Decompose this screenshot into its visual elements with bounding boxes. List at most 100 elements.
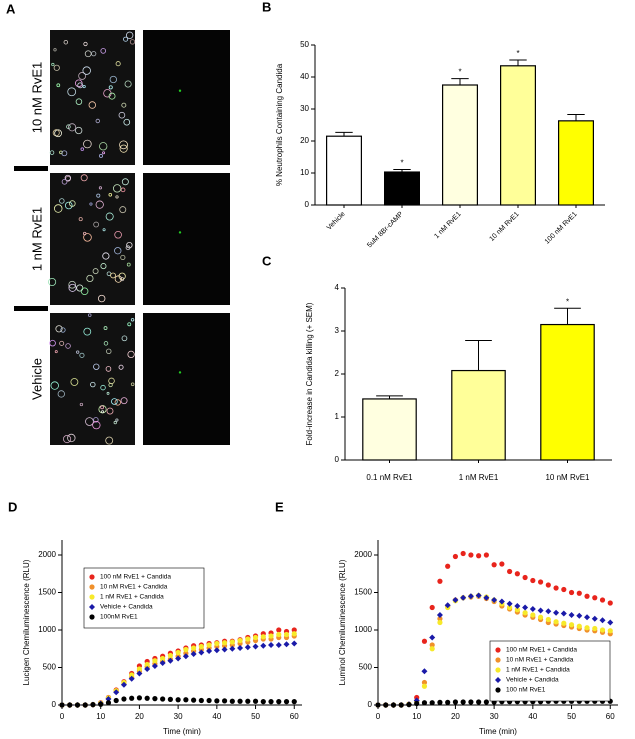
cell (108, 85, 113, 90)
point (383, 702, 389, 708)
cell (105, 366, 112, 372)
y-tick-label: 20 (300, 136, 309, 145)
y-axis-label: Lucigen Chemiluminescence (RLU) (22, 559, 31, 685)
cell (106, 348, 112, 355)
y-tick-label: 2 (335, 369, 340, 378)
y-tick-label: 500 (359, 663, 373, 672)
point (206, 642, 212, 648)
cell (83, 233, 92, 242)
cell (68, 283, 77, 292)
point (599, 597, 606, 603)
point (136, 695, 143, 701)
cell (79, 352, 85, 358)
cell (92, 421, 101, 430)
point (452, 597, 459, 603)
cell (67, 433, 76, 443)
point (90, 702, 96, 708)
bar (500, 65, 537, 206)
point (229, 639, 235, 645)
point (276, 627, 282, 633)
cell (130, 382, 135, 387)
point (237, 645, 244, 651)
point (113, 697, 119, 704)
cell (95, 200, 104, 209)
cell (79, 402, 84, 407)
point (167, 657, 174, 664)
significance: * (516, 49, 519, 58)
point (144, 666, 151, 672)
cell (114, 275, 123, 283)
point (560, 610, 567, 617)
point (82, 702, 88, 708)
cell (119, 206, 127, 214)
cell (92, 268, 99, 275)
bar (540, 323, 595, 461)
point (498, 598, 505, 605)
y-tick-label: 0 (368, 700, 373, 709)
point (129, 672, 135, 678)
point (198, 649, 205, 656)
point (182, 653, 189, 660)
x-tick-label: 0.1 nM RvE1 (366, 473, 413, 482)
point (167, 696, 173, 702)
y-tick-label: 0 (52, 700, 57, 709)
point (283, 631, 290, 638)
cell (67, 87, 77, 97)
cell (114, 230, 122, 239)
cell (78, 72, 87, 80)
point (245, 636, 251, 642)
point (468, 699, 474, 705)
point (291, 699, 297, 705)
point (460, 594, 467, 601)
point (128, 675, 135, 682)
micrograph-fluor (143, 173, 230, 305)
point (291, 627, 297, 633)
cell (75, 98, 83, 105)
point (445, 699, 451, 705)
cell (63, 40, 69, 45)
bar (557, 120, 594, 206)
cell (100, 405, 104, 410)
point (221, 640, 228, 646)
point (429, 646, 435, 652)
legend-marker (89, 574, 95, 580)
cell (64, 201, 73, 210)
cell (97, 294, 106, 303)
point (429, 634, 436, 641)
x-axis-label: Time (min) (479, 727, 517, 736)
point (245, 698, 251, 704)
point (129, 695, 135, 701)
row-label: Vehicle (29, 358, 44, 400)
point (221, 698, 228, 704)
cell (126, 262, 131, 267)
point (183, 697, 189, 703)
point (291, 640, 298, 647)
point (514, 603, 521, 609)
cell (100, 263, 107, 270)
bar (442, 84, 479, 206)
cell (98, 186, 102, 190)
point (460, 699, 466, 705)
y-tick-label: 50 (300, 40, 309, 49)
micrograph-fluor (143, 313, 230, 445)
bar (362, 398, 417, 461)
point (151, 663, 158, 669)
point (476, 699, 482, 705)
cell (80, 147, 85, 151)
cell (102, 228, 106, 232)
x-tick-label: Vehicle (326, 211, 347, 232)
x-tick-label: 50 (251, 712, 260, 721)
point (113, 689, 120, 696)
point (553, 619, 559, 625)
cell (82, 66, 91, 75)
cell (121, 178, 129, 186)
point (105, 700, 112, 706)
x-tick-label: 30 (490, 712, 499, 721)
point (491, 562, 497, 568)
point (276, 631, 282, 638)
cell (63, 434, 72, 444)
point (191, 697, 197, 703)
micrograph (50, 173, 135, 305)
y-tick-label: 1000 (354, 625, 372, 634)
legend-label: 100 nM RvE1 + Candida (506, 647, 577, 654)
